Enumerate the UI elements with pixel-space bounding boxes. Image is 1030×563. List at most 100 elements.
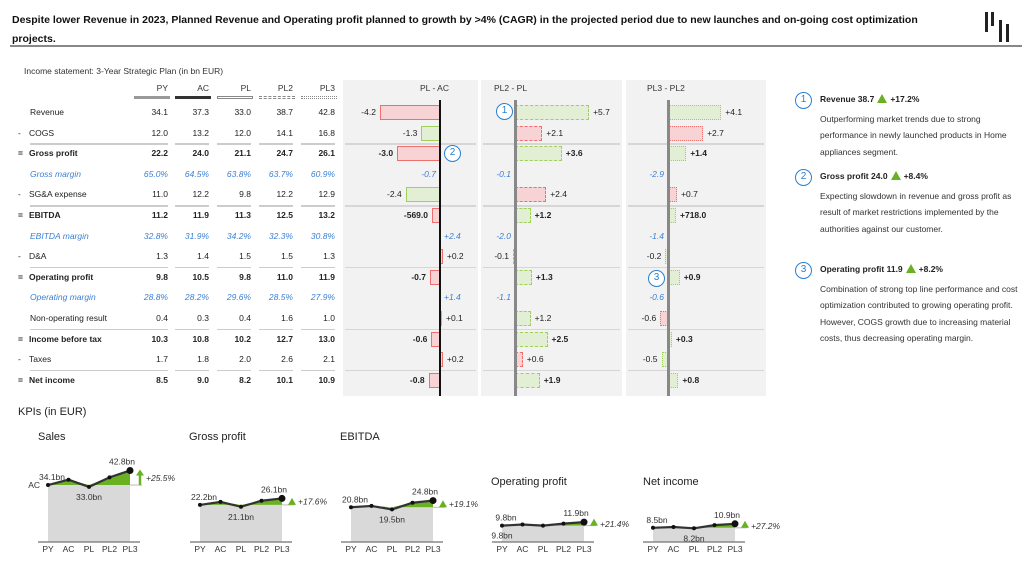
kpi-reference-area	[653, 527, 735, 542]
variance-label: +0.2	[446, 354, 464, 365]
note-title-line: Revenue 38.7 +17.2%	[820, 94, 919, 104]
variance-label: -3.0	[378, 148, 394, 159]
row-prefix: =	[18, 374, 23, 385]
table-row: = Net income 8.5 9.0 8.2 10.1 10.9	[18, 370, 340, 391]
cell-pl3: 12.9	[318, 189, 335, 200]
kpi-category-label: PL3	[576, 544, 591, 554]
kpi-point-ac	[520, 522, 525, 527]
table-row: - D&A 1.3 1.4 1.5 1.5 1.3	[18, 246, 340, 267]
row-divider	[175, 266, 209, 269]
column-header-py: PY	[156, 83, 168, 93]
cell-pl: 9.8	[239, 271, 251, 282]
note-delta: +17.2%	[890, 94, 920, 104]
row-label: = Income before tax	[18, 329, 102, 350]
row-divider	[345, 369, 476, 372]
row-divider	[134, 266, 168, 269]
row-label-text: D&A	[29, 251, 47, 262]
kpi-chart-3: PY AC PL PL2 PL3 20.8bn 19.5bn 24.8bn +19.1%	[341, 487, 479, 554]
kpi-point-pl2	[107, 475, 112, 480]
up-triangle-icon	[877, 94, 888, 103]
row-prefix: -	[18, 189, 21, 200]
kpi-delta-label: +25.5%	[146, 473, 176, 483]
cell-pl2: 24.7	[276, 148, 293, 159]
cell-pl3: 10.9	[318, 374, 335, 385]
row-divider	[134, 328, 168, 331]
cell-ac: 10.5	[192, 271, 209, 282]
note-number: 2	[795, 169, 812, 186]
row-prefix: -	[18, 127, 21, 138]
note-body: Outperforming market trends due to stron…	[820, 114, 1007, 157]
row-label-text: EBITDA margin	[30, 230, 89, 241]
row-divider	[345, 205, 476, 207]
table-row: - SG&A expense 11.0 12.2 9.8 12.2 12.9	[18, 184, 340, 205]
row-divider	[134, 143, 168, 145]
headline-divider	[10, 45, 1022, 47]
row-label-text: Gross profit	[29, 148, 78, 159]
up-triangle-icon	[890, 171, 901, 180]
row-divider	[483, 266, 620, 269]
kpi-value-label-last: 10.9bn	[714, 510, 740, 520]
row-label: EBITDA margin	[19, 226, 89, 247]
variance-panel-title: PL - AC	[420, 83, 449, 93]
row-label-text: Operating profit	[29, 271, 94, 282]
up-triangle-icon	[905, 264, 916, 273]
row-divider	[345, 328, 476, 331]
kpi-point-ac	[66, 477, 71, 482]
cell-pl: 10.2	[234, 333, 251, 344]
table-row: Gross margin 65.0% 64.5% 63.8% 63.7% 60.9%	[18, 164, 340, 185]
row-prefix: =	[18, 271, 23, 282]
kpi-category-label: PY	[194, 544, 206, 554]
variance-label: +0.7	[681, 189, 698, 200]
row-label: - COGS	[18, 123, 54, 144]
kpi-point-pl3	[126, 467, 134, 475]
table-row: Non-operating result 0.4 0.3 0.4 1.6 1.0	[18, 308, 340, 329]
variance-panel-title: PL2 - PL	[494, 83, 528, 93]
kpi-point-ac	[671, 524, 676, 529]
cell-py: 22.2	[151, 148, 168, 159]
kpi-point-py	[198, 502, 202, 507]
cell-pl: 63.8%	[226, 168, 251, 179]
note-title-line: Operating profit 11.9 +8.2%	[820, 264, 943, 274]
kpi-section-title: KPIs (in EUR)	[18, 406, 87, 418]
cell-py: 10.3	[151, 333, 168, 344]
table-row: = Gross profit 22.2 24.0 21.1 24.7 26.1	[18, 143, 340, 164]
callout-marker-2: 2	[444, 145, 461, 162]
cell-pl2: 11.0	[276, 271, 293, 282]
cell-ac: 1.8	[197, 354, 209, 365]
row-divider	[345, 266, 476, 269]
kpi-point-pl2	[712, 523, 717, 528]
cell-py: 34.1	[151, 107, 168, 117]
variance-label: -2.4	[387, 189, 402, 200]
kpi-point-pl3	[278, 494, 286, 502]
variance-label: +0.1	[446, 313, 463, 323]
variance-label: +0.3	[675, 333, 693, 344]
row-divider	[30, 143, 140, 145]
kpi-chart-title: Operating profit	[491, 476, 567, 488]
kpi-point-ac	[218, 499, 223, 504]
row-label-text: EBITDA	[29, 210, 61, 220]
cell-pl3: 13.0	[318, 333, 335, 344]
callout-marker-3: 3	[648, 270, 665, 287]
cell-pl: 29.6%	[226, 292, 251, 303]
cell-py: 11.0	[152, 189, 168, 200]
row-label: Gross margin	[19, 164, 81, 185]
column-header-pl3: PL3	[319, 83, 335, 93]
row-label-text: Taxes	[29, 354, 52, 365]
cell-pl2: 12.5	[276, 210, 293, 220]
row-label-text: Net income	[29, 374, 75, 385]
kpi-chart-2: PY AC PL PL2 PL3 22.2bn 21.1bn 26.1bn +17.6%	[190, 484, 328, 554]
row-divider	[483, 369, 620, 372]
row-label-text: Non-operating result	[30, 313, 108, 323]
kpi-point-pl	[541, 523, 545, 528]
column-header-ac: AC	[197, 83, 209, 93]
cell-pl3: 11.9	[318, 271, 335, 282]
cell-ac: 0.3	[197, 313, 209, 323]
row-prefix: =	[18, 210, 23, 220]
kpi-category-label: PL2	[405, 544, 420, 554]
row-divider	[134, 369, 168, 372]
variance-label: +5.7	[593, 107, 610, 117]
variance-axis	[514, 100, 517, 396]
kpi-category-label: PL3	[425, 544, 440, 554]
cell-pl: 2.0	[239, 354, 251, 365]
row-label: Revenue	[19, 102, 64, 123]
